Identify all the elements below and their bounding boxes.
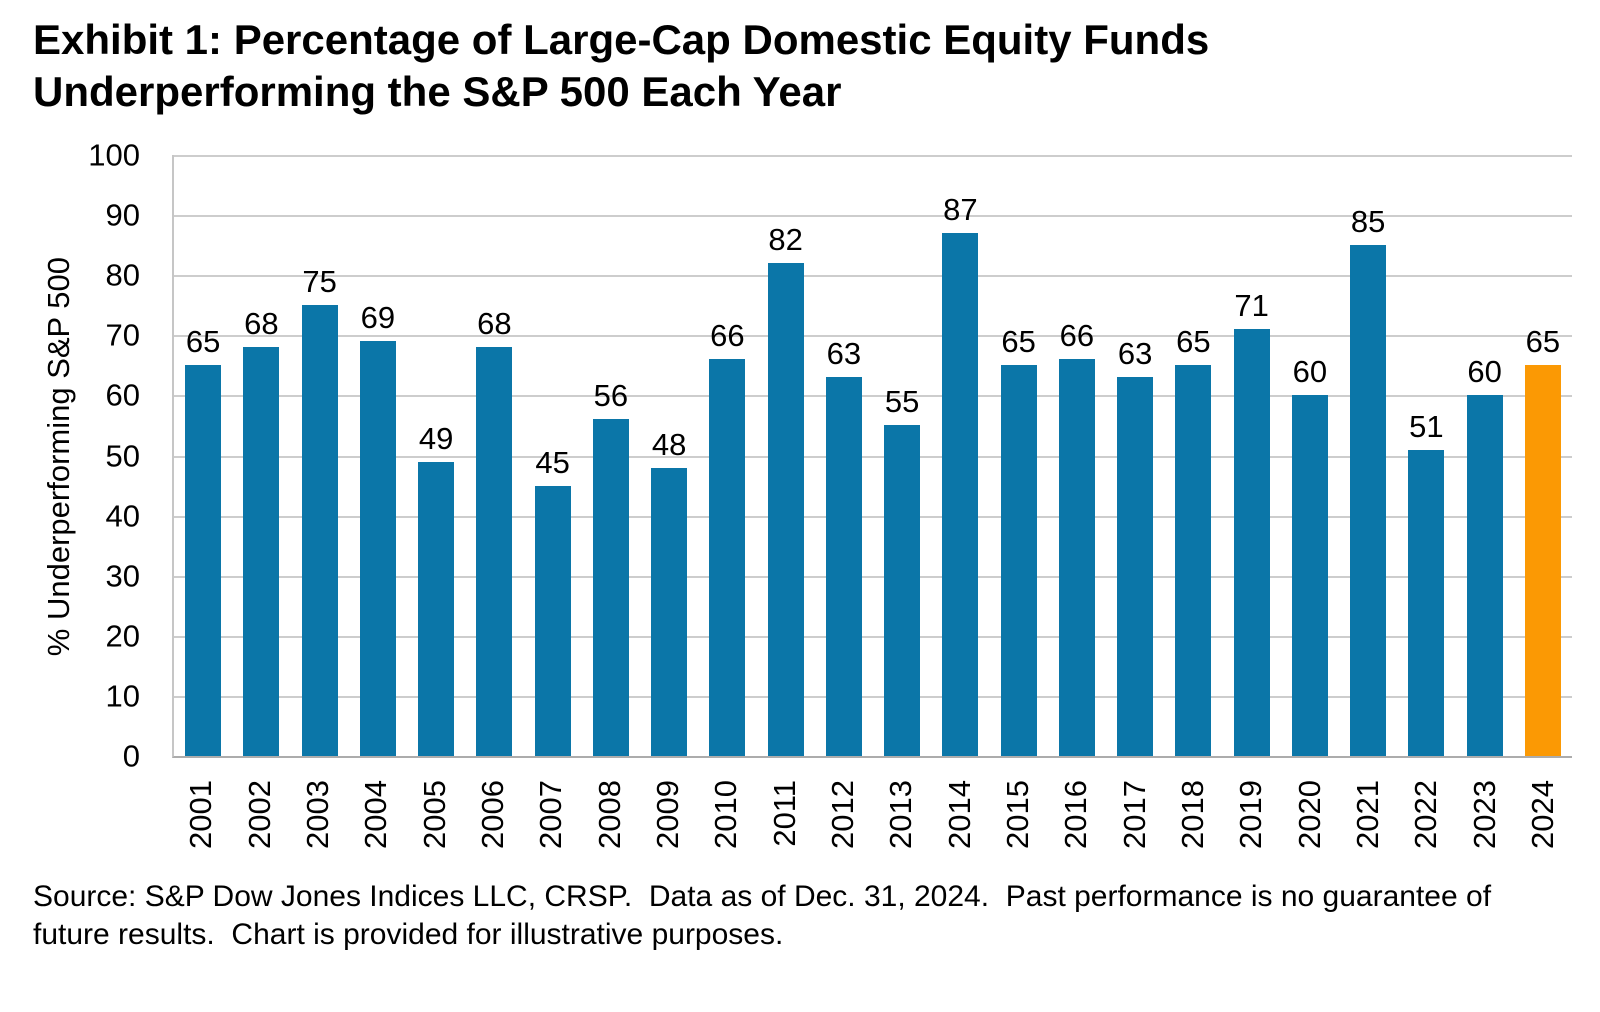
bar-2009 [651,467,688,756]
bar-value-label: 65 [1001,324,1036,360]
y-tick-label: 80 [105,257,140,293]
bar-value-label: 60 [1467,354,1502,390]
x-tick-label: 2001 [183,780,219,849]
bar-value-label: 55 [884,384,920,420]
gridline [174,455,1572,458]
x-tick-label: 2018 [1175,780,1211,849]
x-tick-label: 2009 [650,780,686,849]
y-tick-label: 0 [122,738,140,774]
bar-2017 [1117,377,1154,756]
x-tick-label: 2023 [1466,780,1502,849]
bar-value-label: 82 [768,222,803,258]
x-tick-label: 2015 [1000,780,1036,849]
bar-value-label: 75 [302,264,337,300]
bar-2011 [767,263,804,756]
bar-2002 [243,347,280,756]
x-tick-label: 2013 [883,780,919,849]
bar-value-label: 69 [360,300,396,336]
bar-2021 [1350,245,1387,756]
y-axis-ticks: 0 10 20 30 40 50 60 70 80 90 100 [30,140,140,772]
x-tick-label: 2012 [825,780,861,849]
plot-area: 65 68 75 69 49 68 45 56 48 66 82 63 55 87 65 66 63 65 71 60… [172,155,1572,758]
y-tick-label: 10 [105,678,140,714]
y-tick-label: 30 [105,558,140,594]
bar-value-label: 68 [477,306,512,342]
gridline [174,575,1572,578]
x-tick-label: 2020 [1291,780,1327,849]
bar-value-label: 87 [943,192,978,228]
bar-2006 [476,347,513,756]
bar-value-label: 68 [244,306,279,342]
y-tick-label: 100 [88,137,140,173]
x-tick-label: 2003 [300,780,336,849]
y-tick-label: 70 [105,317,140,353]
bar-2003 [301,305,338,756]
x-axis-labels: 2001 2002 2003 2004 2005 2006 2007 2008 2009 2010… [172,772,1572,880]
bar-value-label: 49 [418,420,454,456]
bar-value-label: 51 [1409,408,1444,444]
bar-value-label: 71 [1234,288,1269,324]
gridline [174,155,1572,157]
bar-2007 [534,485,571,756]
x-tick-label: 2024 [1525,780,1561,849]
bar-2016 [1058,359,1095,756]
bar-2001 [185,365,222,756]
bar-value-label: 48 [651,426,687,462]
gridline [174,335,1572,338]
bar-2018 [1175,365,1212,756]
gridline [174,395,1572,398]
x-tick-label: 2006 [475,780,511,849]
y-tick-label: 60 [105,377,140,413]
x-tick-label: 2008 [591,780,627,849]
x-tick-label: 2014 [941,780,977,849]
x-tick-label: 2011 [766,780,802,847]
bar-value-label: 65 [1176,324,1211,360]
bar-value-label: 56 [593,378,629,414]
x-tick-label: 2021 [1350,780,1386,849]
chart-title: Exhibit 1: Percentage of Large-Cap Domes… [33,16,1210,116]
bar-value-label: 63 [1117,336,1153,372]
y-tick-label: 50 [105,438,140,473]
bar-value-label: 60 [1292,354,1328,390]
bar-2020 [1291,395,1328,756]
bar-2013 [884,425,921,756]
y-tick-label: 20 [105,618,140,654]
x-tick-label: 2002 [241,780,277,849]
gridline [174,215,1572,218]
gridline [174,695,1572,698]
bar-2024 [1524,365,1561,756]
bar-2012 [825,377,862,756]
bar-2010 [709,359,746,756]
bar-2019 [1233,329,1270,756]
x-tick-label: 2017 [1116,780,1152,849]
gridline [174,275,1572,278]
bar-value-label: 66 [1059,318,1095,354]
x-tick-label: 2007 [533,780,569,849]
x-tick-label: 2016 [1058,780,1094,849]
x-tick-label: 2010 [708,780,744,849]
bar-value-label: 45 [535,444,570,480]
x-tick-label: 2004 [358,780,394,849]
bar-value-label: 63 [826,336,862,372]
y-tick-label: 40 [105,498,140,534]
bar-2008 [592,419,629,756]
bar-2014 [942,233,979,756]
bar-2022 [1408,449,1445,756]
bar-2004 [359,341,396,756]
bar-value-label: 66 [710,318,745,354]
x-tick-label: 2005 [416,780,452,849]
bar-2005 [418,461,455,756]
bar-2023 [1466,395,1503,756]
bar-value-label: 65 [1525,324,1561,360]
source-note: Source: S&P Dow Jones Indices LLC, CRSP.… [33,880,1500,952]
gridline [174,515,1572,518]
bar-2015 [1000,365,1037,756]
gridline [174,635,1572,638]
y-tick-label: 90 [105,197,140,233]
bar-value-label: 85 [1350,204,1386,240]
bar-value-label: 65 [185,324,221,360]
x-tick-label: 2022 [1408,780,1444,849]
x-tick-label: 2019 [1233,780,1269,849]
